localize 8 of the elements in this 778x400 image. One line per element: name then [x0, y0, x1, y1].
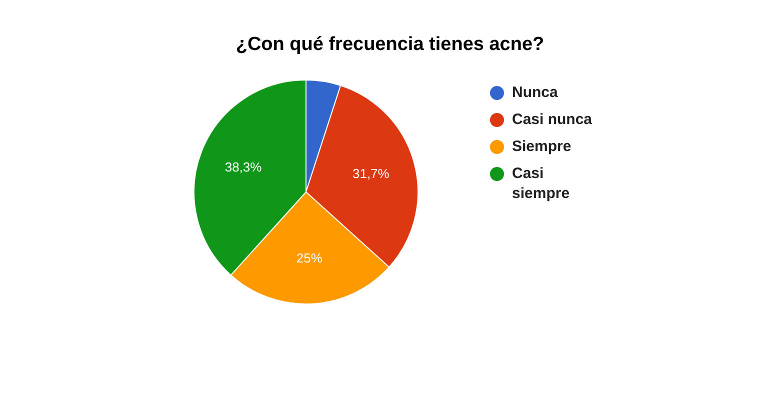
- data-label: 31,7%: [352, 166, 390, 182]
- chart-title: ¿Con qué frecuencia tienes acne?: [236, 34, 544, 55]
- data-label: 25%: [296, 250, 323, 266]
- legend-label: Siempre: [512, 138, 572, 155]
- legend-label: Nunca: [512, 84, 558, 101]
- data-label: 38,3%: [224, 159, 262, 174]
- legend-label: Casi siempre: [512, 164, 570, 202]
- legend-label: Casi nunca: [512, 110, 593, 128]
